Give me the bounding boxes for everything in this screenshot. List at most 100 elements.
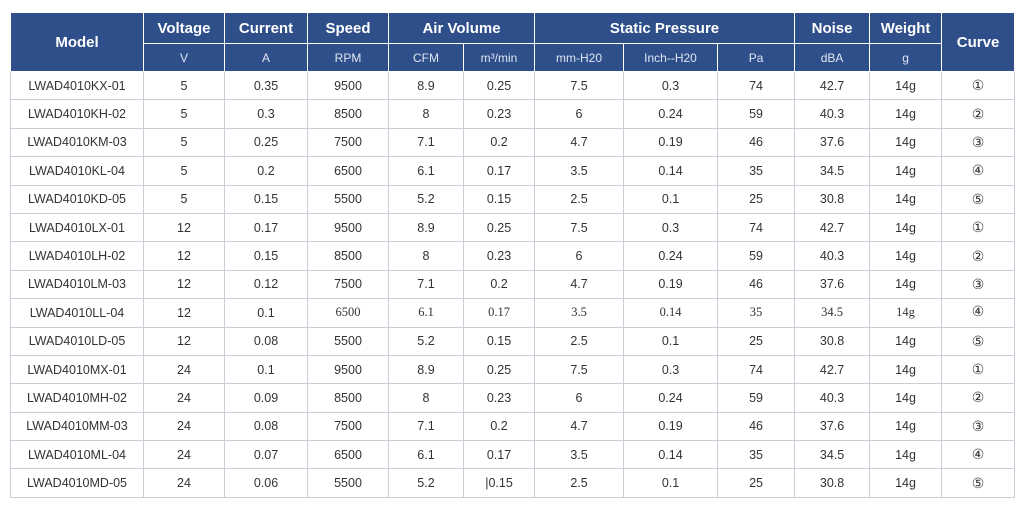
- cell-dba: 42.7: [794, 212, 871, 243]
- header-speed: Speed: [307, 12, 389, 44]
- cell-pa: 25: [717, 468, 796, 498]
- cell-current: 0.35: [224, 70, 308, 101]
- cell-cfm: 8: [388, 99, 464, 129]
- cell-weight: 14g: [869, 156, 943, 186]
- cell-dba: 34.5: [794, 440, 871, 470]
- cell-weight: 14g: [869, 411, 943, 442]
- cell-voltage: 12: [143, 269, 225, 300]
- cell-speed: 6500: [307, 298, 389, 328]
- cell-m3min: |0.15: [462, 468, 536, 498]
- cell-m3min: 0.2: [462, 269, 536, 300]
- cell-cfm: 8.9: [388, 354, 464, 385]
- cell-mmh20: 3.5: [534, 440, 625, 470]
- cell-inchh20: 0.19: [623, 411, 719, 442]
- cell-cfm: 6.1: [388, 156, 464, 186]
- cell-m3min: 0.23: [462, 383, 536, 413]
- cell-mmh20: 2.5: [534, 468, 625, 498]
- cell-current: 0.08: [224, 326, 308, 356]
- unit-speed: RPM: [307, 43, 389, 72]
- header-static-pressure: Static Pressure: [534, 12, 796, 44]
- cell-mmh20: 7.5: [534, 354, 625, 385]
- cell-voltage: 24: [143, 383, 225, 413]
- cell-m3min: 0.23: [462, 241, 536, 271]
- cell-mmh20: 3.5: [534, 298, 625, 328]
- cell-curve: ③: [941, 269, 1016, 300]
- cell-inchh20: 0.3: [623, 70, 719, 101]
- cell-weight: 14g: [869, 354, 943, 385]
- cell-mmh20: 2.5: [534, 326, 625, 356]
- cell-current: 0.3: [224, 99, 308, 129]
- cell-curve: ⑤: [941, 326, 1016, 356]
- table-row: LWAD4010KD-05 5 0.15 5500 5.2 0.15 2.5 0.1 25 30.…: [10, 184, 1016, 214]
- cell-speed: 9500: [307, 70, 389, 101]
- cell-model: LWAD4010LD-05: [10, 326, 144, 356]
- cell-m3min: 0.25: [462, 212, 536, 243]
- cell-inchh20: 0.3: [623, 354, 719, 385]
- table-body: LWAD4010KX-01 5 0.35 9500 8.9 0.25 7.5 0.3 74 42.…: [10, 70, 1016, 498]
- cell-pa: 35: [717, 298, 796, 328]
- cell-inchh20: 0.1: [623, 326, 719, 356]
- cell-current: 0.08: [224, 411, 308, 442]
- cell-dba: 34.5: [794, 298, 871, 328]
- cell-voltage: 5: [143, 184, 225, 214]
- cell-speed: 8500: [307, 241, 389, 271]
- cell-voltage: 5: [143, 70, 225, 101]
- cell-weight: 14g: [869, 298, 943, 328]
- cell-speed: 6500: [307, 440, 389, 470]
- cell-dba: 40.3: [794, 241, 871, 271]
- table-row: LWAD4010MX-01 24 0.1 9500 8.9 0.25 7.5 0.3 74 42.…: [10, 354, 1016, 385]
- cell-mmh20: 6: [534, 99, 625, 129]
- cell-current: 0.2: [224, 156, 308, 186]
- cell-dba: 30.8: [794, 468, 871, 498]
- cell-speed: 8500: [307, 383, 389, 413]
- cell-speed: 9500: [307, 212, 389, 243]
- unit-m3min: m³/min: [462, 43, 536, 72]
- cell-cfm: 8: [388, 241, 464, 271]
- cell-speed: 5500: [307, 468, 389, 498]
- cell-curve: ②: [941, 383, 1016, 413]
- cell-cfm: 7.1: [388, 411, 464, 442]
- cell-model: LWAD4010LH-02: [10, 241, 144, 271]
- unit-cfm: CFM: [388, 43, 464, 72]
- cell-curve: ⑤: [941, 468, 1016, 498]
- cell-m3min: 0.17: [462, 156, 536, 186]
- cell-curve: ④: [941, 298, 1016, 328]
- table-row: LWAD4010KX-01 5 0.35 9500 8.9 0.25 7.5 0.3 74 42.…: [10, 70, 1016, 101]
- cell-inchh20: 0.24: [623, 241, 719, 271]
- unit-current: A: [224, 43, 308, 72]
- cell-pa: 35: [717, 156, 796, 186]
- cell-inchh20: 0.19: [623, 127, 719, 158]
- table-row: LWAD4010LH-02 12 0.15 8500 8 0.23 6 0.24 59 40.3 1…: [10, 241, 1016, 271]
- cell-mmh20: 2.5: [534, 184, 625, 214]
- cell-curve: ①: [941, 212, 1016, 243]
- cell-dba: 37.6: [794, 411, 871, 442]
- cell-model: LWAD4010KD-05: [10, 184, 144, 214]
- cell-weight: 14g: [869, 241, 943, 271]
- cell-cfm: 8.9: [388, 70, 464, 101]
- cell-cfm: 6.1: [388, 440, 464, 470]
- unit-g: g: [869, 43, 943, 72]
- cell-current: 0.17: [224, 212, 308, 243]
- cell-curve: ⑤: [941, 184, 1016, 214]
- cell-dba: 40.3: [794, 99, 871, 129]
- header-weight: Weight: [869, 12, 943, 44]
- cell-model: LWAD4010MM-03: [10, 411, 144, 442]
- table-row: LWAD4010MM-03 24 0.08 7500 7.1 0.2 4.7 0.19 46 37…: [10, 411, 1016, 442]
- table-row: LWAD4010KL-04 5 0.2 6500 6.1 0.17 3.5 0.14 35 34.…: [10, 156, 1016, 186]
- table-row: LWAD4010KM-03 5 0.25 7500 7.1 0.2 4.7 0.19 46 37.…: [10, 127, 1016, 158]
- cell-cfm: 5.2: [388, 184, 464, 214]
- cell-weight: 14g: [869, 127, 943, 158]
- cell-weight: 14g: [869, 269, 943, 300]
- header-voltage: Voltage: [143, 12, 225, 44]
- cell-dba: 42.7: [794, 70, 871, 101]
- cell-model: LWAD4010KX-01: [10, 70, 144, 101]
- cell-mmh20: 6: [534, 383, 625, 413]
- header-air-volume: Air Volume: [387, 12, 536, 44]
- header-noise: Noise: [794, 12, 871, 44]
- cell-model: LWAD4010KH-02: [10, 99, 144, 129]
- cell-curve: ②: [941, 241, 1016, 271]
- table-row: LWAD4010LM-03 12 0.12 7500 7.1 0.2 4.7 0.19 46 37…: [10, 269, 1016, 300]
- cell-curve: ③: [941, 411, 1016, 442]
- table-header: Model Voltage Current Speed Air Volume S…: [10, 12, 1016, 72]
- cell-current: 0.1: [224, 298, 308, 328]
